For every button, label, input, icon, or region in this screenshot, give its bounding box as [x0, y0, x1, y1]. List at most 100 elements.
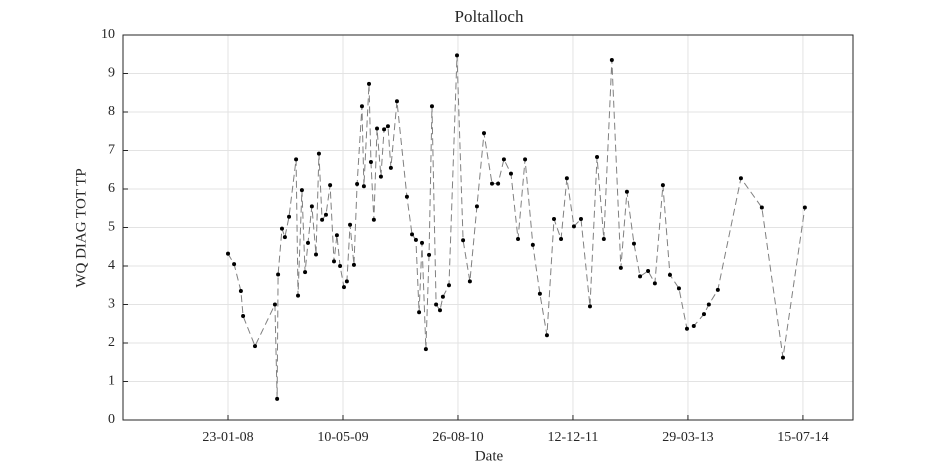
y-tick-label: 5 — [108, 220, 115, 235]
data-point — [316, 151, 321, 156]
data-point — [609, 58, 614, 63]
data-point — [429, 104, 434, 109]
data-point — [676, 286, 681, 291]
data-point — [404, 194, 409, 199]
data-point — [341, 285, 346, 290]
data-point — [646, 269, 651, 274]
data-point — [348, 222, 353, 227]
data-point — [282, 235, 287, 240]
data-point — [780, 355, 785, 360]
data-point — [601, 237, 606, 242]
data-point — [394, 99, 399, 104]
data-point — [375, 126, 380, 131]
data-point — [490, 181, 495, 186]
data-point — [305, 240, 310, 245]
data-point — [388, 165, 393, 170]
data-point — [437, 308, 442, 313]
data-point — [328, 183, 333, 188]
data-point — [279, 226, 284, 231]
data-point — [618, 265, 623, 270]
data-point — [595, 155, 600, 160]
data-point — [467, 279, 472, 284]
data-point — [501, 157, 506, 162]
data-point — [446, 283, 451, 288]
data-point — [294, 157, 299, 162]
data-point — [667, 272, 672, 277]
data-point — [508, 171, 513, 176]
data-point — [334, 233, 339, 238]
y-tick-label: 8 — [108, 104, 115, 119]
data-point — [701, 312, 706, 317]
data-point — [638, 274, 643, 279]
data-point — [410, 232, 415, 237]
x-tick-label: 29-03-13 — [662, 430, 713, 445]
data-line — [227, 55, 806, 399]
data-point — [232, 262, 237, 267]
data-point — [516, 237, 521, 242]
data-point — [759, 205, 764, 210]
data-point — [344, 279, 349, 284]
data-point — [496, 181, 501, 186]
data-point — [537, 291, 542, 296]
data-point — [226, 251, 231, 256]
data-point — [275, 396, 280, 401]
data-point — [332, 259, 337, 264]
y-tick-label: 10 — [101, 27, 115, 42]
data-point — [684, 326, 689, 331]
data-point — [652, 281, 657, 286]
data-point — [559, 237, 564, 242]
data-point — [427, 252, 432, 257]
data-point — [530, 242, 535, 247]
data-point — [299, 188, 304, 193]
data-point — [371, 217, 376, 222]
data-point — [660, 183, 665, 188]
data-point — [587, 304, 592, 309]
data-point — [382, 127, 387, 132]
x-axis-label: Date — [475, 448, 504, 464]
data-point — [367, 81, 372, 86]
data-point — [323, 212, 328, 217]
y-tick-label: 7 — [108, 143, 115, 158]
data-point — [368, 160, 373, 165]
data-point — [359, 104, 364, 109]
data-point — [434, 302, 439, 307]
y-tick-label: 3 — [108, 297, 115, 312]
data-point — [578, 217, 583, 222]
x-tick-label: 23-01-08 — [202, 430, 253, 445]
data-point — [241, 314, 246, 319]
data-point — [706, 302, 711, 307]
data-point — [351, 262, 356, 267]
data-point — [276, 272, 281, 277]
data-point — [738, 176, 743, 181]
data-point — [417, 310, 422, 315]
data-point — [272, 302, 277, 307]
data-point — [691, 324, 696, 329]
y-tick-label: 2 — [108, 335, 115, 350]
x-tick-label: 26-08-10 — [432, 430, 483, 445]
data-point — [564, 176, 569, 181]
data-point — [238, 289, 243, 294]
y-tick-label: 6 — [108, 181, 115, 196]
data-point — [355, 181, 360, 186]
x-tick-label: 15-07-14 — [777, 430, 828, 445]
data-point — [361, 184, 366, 189]
data-point — [420, 240, 425, 245]
y-axis-label: WQ DIAG TOT TP — [73, 168, 89, 287]
data-point — [802, 205, 807, 210]
data-point — [309, 204, 314, 209]
y-tick-label: 1 — [108, 374, 115, 389]
data-point — [455, 53, 460, 58]
x-tick-label: 10-05-09 — [317, 430, 368, 445]
data-point — [423, 347, 428, 352]
data-point — [715, 287, 720, 292]
data-point — [296, 293, 301, 298]
data-point — [481, 131, 486, 136]
data-point — [252, 344, 257, 349]
data-point — [624, 189, 629, 194]
data-point — [320, 217, 325, 222]
data-point — [551, 217, 556, 222]
chart-title: Poltalloch — [455, 7, 524, 26]
data-point — [461, 238, 466, 243]
